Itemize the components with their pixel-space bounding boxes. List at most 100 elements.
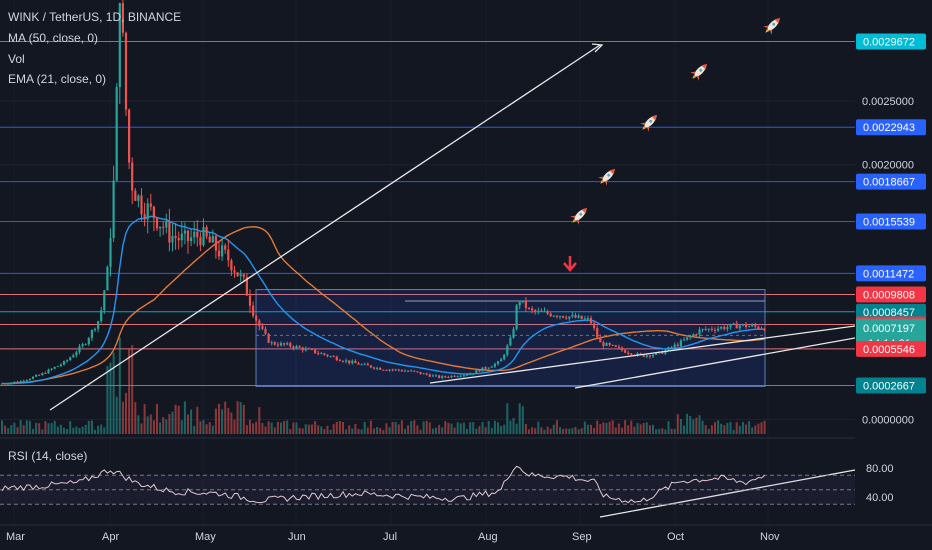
- candle-body: [751, 324, 754, 327]
- candle-body: [605, 342, 608, 346]
- candle-body: [444, 376, 447, 378]
- volume-bar: [723, 425, 726, 434]
- candle-body: [552, 315, 555, 317]
- volume-bar: [323, 429, 326, 434]
- volume-bar: [692, 419, 695, 434]
- price-tag: [856, 377, 926, 394]
- volume-bar: [428, 422, 431, 434]
- volume-bar: [611, 420, 614, 434]
- candle-body: [360, 364, 363, 366]
- volume-bar: [44, 421, 47, 434]
- candle-body: [221, 245, 224, 257]
- candle-body: [341, 360, 345, 362]
- candle-body: [264, 328, 267, 334]
- support-line-2: [574, 337, 856, 389]
- volume-bar: [717, 420, 720, 434]
- price-axis[interactable]: 0.0025000 0.0020000 0.0000000 0.0029672 0.00…: [856, 33, 926, 504]
- volume-bar: [22, 425, 25, 434]
- volume-bar: [757, 423, 760, 434]
- volume-bar: [689, 416, 692, 434]
- volume-bar: [431, 428, 434, 434]
- volume-bar: [115, 396, 118, 434]
- volume-bar: [183, 401, 186, 434]
- ema-legend[interactable]: EMA (21, close, 0): [8, 72, 107, 86]
- price-tag-label: 0.0011472: [863, 268, 914, 280]
- time-tick-label: Mar: [6, 531, 25, 543]
- volume-bar: [32, 428, 34, 434]
- volume-bar: [707, 428, 710, 434]
- candle-body: [295, 346, 298, 349]
- candle-body: [304, 348, 307, 351]
- volume-bar: [146, 416, 149, 434]
- candle-body: [701, 328, 704, 330]
- candle-body: [403, 370, 407, 372]
- volume-bar: [388, 427, 391, 434]
- red-arrow-icon: [563, 256, 577, 272]
- volume-bar: [385, 423, 388, 434]
- volume-bar: [676, 414, 679, 434]
- vol-legend[interactable]: Vol: [8, 52, 25, 66]
- candle-body: [190, 237, 193, 242]
- volume-bar: [249, 419, 251, 434]
- volume-bar: [159, 422, 162, 434]
- volume-bar: [41, 429, 44, 434]
- candle-body: [673, 344, 676, 348]
- candle-body: [152, 206, 155, 219]
- candle-body: [186, 230, 190, 242]
- ma-50-line: [1, 226, 765, 385]
- volume-bar: [670, 428, 673, 434]
- candle-body: [710, 328, 713, 330]
- volume-bar: [735, 422, 738, 434]
- candle-body: [741, 324, 744, 326]
- candle-body: [506, 345, 509, 355]
- time-tick-label: Oct: [667, 531, 684, 543]
- rsi-line: [1, 465, 765, 504]
- candle-body: [413, 370, 416, 372]
- price-tick-label: 0.0000000: [862, 415, 914, 427]
- horizontal-levels: [0, 40, 855, 387]
- candle-body: [537, 310, 540, 312]
- candle-body: [310, 348, 314, 350]
- volume-bar: [28, 420, 31, 434]
- volume-bar: [745, 424, 747, 434]
- candle-body: [230, 260, 233, 271]
- volume-bar: [258, 407, 261, 434]
- rsi-legend[interactable]: RSI (14, close): [8, 449, 88, 463]
- candle-body: [661, 351, 664, 354]
- candle-body: [422, 373, 425, 375]
- volume-bar: [354, 424, 357, 434]
- candle-body: [323, 353, 326, 355]
- volume-bar: [704, 425, 707, 434]
- candle-body: [124, 32, 128, 110]
- volume-bar: [583, 421, 586, 434]
- volume-bar: [345, 429, 348, 434]
- volume-bar: [152, 420, 155, 434]
- candle-body: [521, 300, 524, 303]
- volume-bar: [106, 365, 109, 434]
- volume-bar: [475, 428, 478, 434]
- ma-legend[interactable]: MA (50, close, 0): [8, 31, 99, 45]
- volume-bar: [577, 429, 580, 434]
- candle-body: [620, 347, 624, 351]
- candle-body: [273, 342, 276, 345]
- volume-bar: [314, 421, 317, 434]
- candle-body: [357, 363, 360, 365]
- candle-body: [729, 324, 732, 327]
- volume-bar: [75, 426, 78, 434]
- volume-bar: [425, 420, 428, 434]
- volume-bar: [521, 406, 524, 434]
- candle-body: [385, 369, 388, 371]
- candle-body: [543, 311, 546, 313]
- time-axis[interactable]: Mar Apr May Jun Jul Aug Sep Oct Nov: [0, 524, 932, 543]
- candle-body: [630, 353, 633, 356]
- volume-bar: [534, 428, 537, 434]
- candle-body: [540, 310, 543, 312]
- volume-bar: [264, 426, 267, 434]
- volume-bar: [190, 409, 193, 434]
- rocket-icon: [690, 63, 708, 81]
- volume-bar: [531, 427, 534, 434]
- volume-bar: [459, 423, 462, 434]
- symbol-legend[interactable]: WINK / TetherUS, 1D, BINANCE: [8, 10, 182, 24]
- candle-body: [518, 302, 521, 306]
